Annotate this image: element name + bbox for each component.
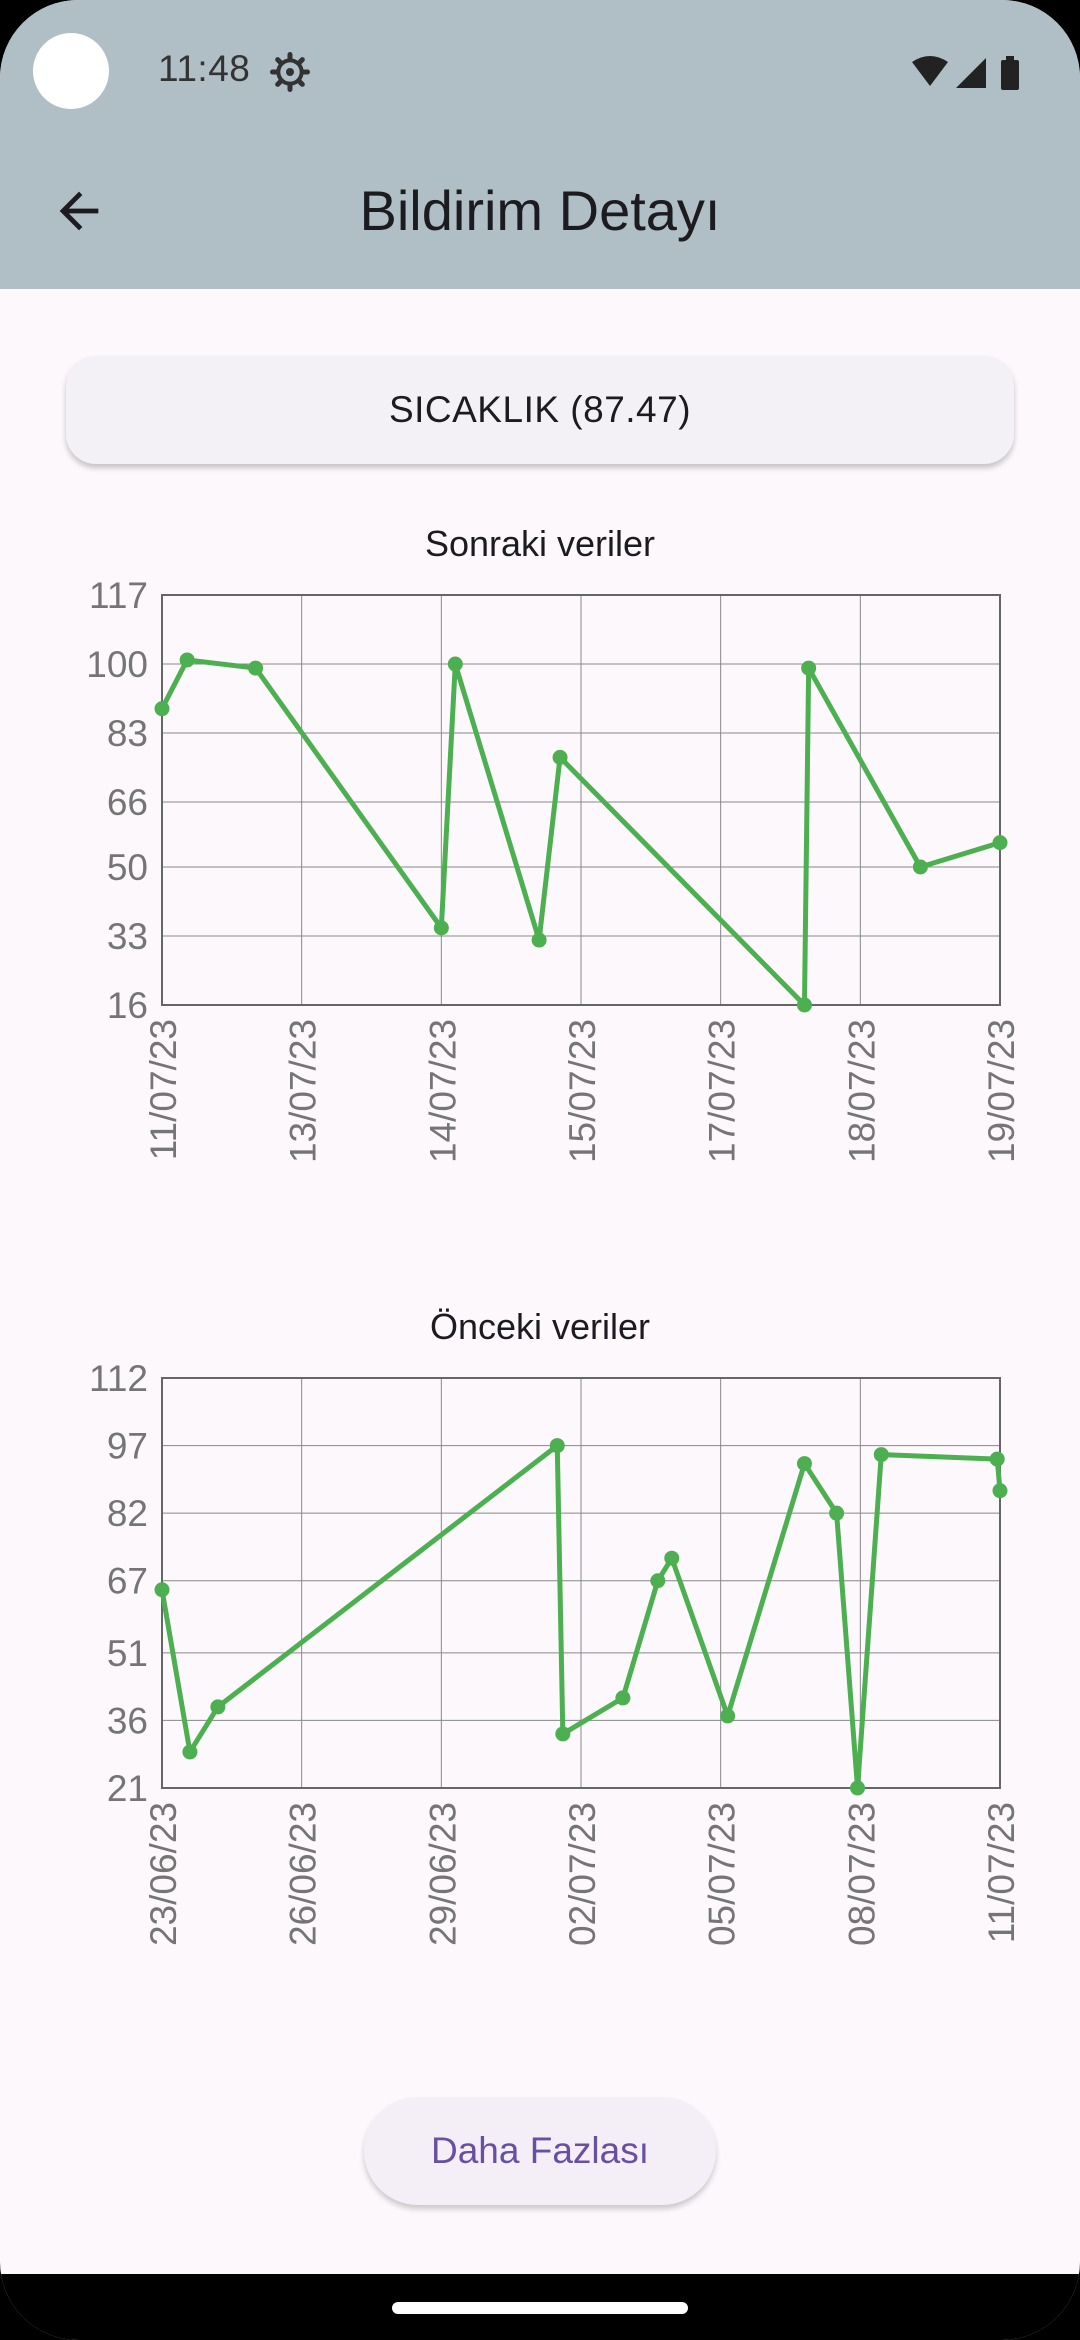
data-point [248,660,264,676]
x-tick-label: 08/07/23 [841,1802,882,1946]
system-status-icons [912,56,1019,90]
x-tick-label: 18/07/23 [841,1019,882,1163]
camera-cutout [33,33,109,109]
back-arrow-icon[interactable] [50,182,108,240]
x-tick-label: 29/06/23 [422,1802,463,1946]
battery-icon [1001,56,1019,90]
y-tick-label: 51 [107,1633,148,1674]
x-tick-label: 23/06/23 [143,1802,184,1946]
x-tick-label: 02/07/23 [562,1802,603,1946]
x-tick-label: 15/07/23 [562,1019,603,1163]
chart-previous-data: 21 36 51 67 82 97 112 23/06/23 26/06/23 29/06/23 0… [89,1358,1022,1946]
y-tick-label: 112 [89,1358,148,1399]
chart-title-previous: Önceki veriler [429,1306,651,1347]
sensor-value-button[interactable]: SICAKLIK (87.47) [66,356,1014,464]
x-tick-label: 19/07/23 [981,1019,1022,1163]
y-tick-label: 16 [107,985,148,1026]
x-tick-label: 26/06/23 [283,1802,324,1946]
y-tick-label: 100 [86,644,148,685]
plot-border [161,594,1001,1006]
status-time: 11:48 [158,48,251,89]
data-point [549,1438,565,1454]
data-point [615,1690,631,1706]
x-tick-label: 13/07/23 [283,1019,324,1163]
x-tick-label: 05/07/23 [702,1802,743,1946]
data-point [796,1456,812,1472]
settings-gear-icon [270,52,310,92]
data-point [447,656,463,672]
data-point [531,932,547,948]
y-tick-label: 67 [107,1561,148,1602]
data-point [992,835,1008,851]
data-point [989,1451,1005,1467]
wifi-icon [912,56,948,86]
x-tick-label: 17/07/23 [702,1019,743,1163]
y-tick-label: 117 [89,575,148,616]
data-point [873,1447,889,1463]
data-point [829,1505,845,1521]
data-point [720,1708,736,1724]
data-point [154,1582,170,1598]
data-point [433,920,449,936]
chart-next-data: 16 33 50 66 83 100 117 11/07/23 13/07/23 14/07/23… [86,575,1022,1163]
data-point [650,1573,666,1589]
data-point [796,997,812,1013]
app-bar: 11:48 Bildirim Detayı [0,0,1080,289]
data-point [850,1780,866,1796]
page-title: Bildirim Detayı [359,179,721,242]
cellular-signal-icon [956,58,986,88]
data-point [210,1699,226,1715]
data-point [912,859,928,875]
y-tick-label: 21 [107,1768,148,1809]
data-point [179,652,195,668]
y-tick-label: 36 [107,1700,148,1741]
home-gesture-pill[interactable] [392,2302,688,2314]
x-tick-label: 11/07/23 [981,1802,1022,1943]
data-point [664,1550,680,1566]
y-tick-label: 82 [107,1493,148,1534]
data-point [552,749,568,765]
chart-title-next: Sonraki veriler [424,523,656,564]
x-tick-label: 11/07/23 [143,1019,184,1160]
data-point [182,1744,198,1760]
y-tick-label: 33 [107,916,148,957]
more-button[interactable]: Daha Fazlası [364,2097,716,2205]
data-point [555,1726,571,1742]
y-tick-label: 66 [107,782,148,823]
data-point [154,701,170,717]
y-tick-label: 83 [107,713,148,754]
y-tick-label: 97 [107,1426,148,1467]
data-point [801,660,817,676]
data-point [992,1483,1008,1499]
y-tick-label: 50 [107,847,148,888]
x-tick-label: 14/07/23 [422,1019,463,1163]
